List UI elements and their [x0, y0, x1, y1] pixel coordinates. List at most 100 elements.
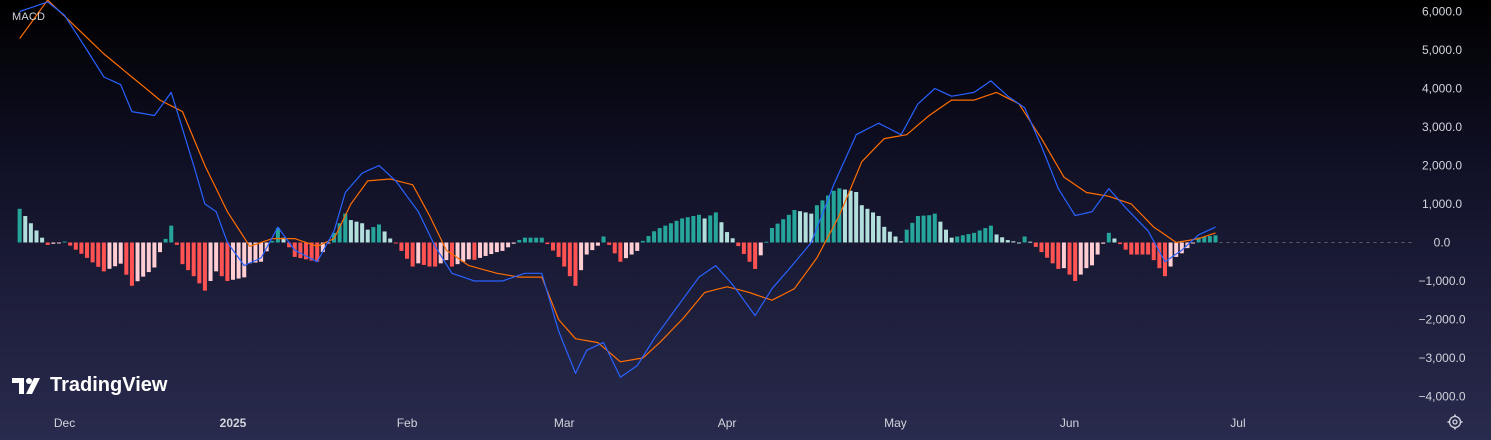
y-tick-label: 5,000.0 — [1422, 43, 1462, 57]
histogram-bar — [601, 236, 606, 243]
histogram-bar — [219, 242, 224, 277]
histogram-bar — [259, 242, 264, 262]
histogram-bar — [433, 242, 438, 267]
histogram-bar — [1022, 236, 1027, 243]
histogram-bar — [871, 212, 876, 243]
histogram-bar — [1078, 242, 1083, 275]
histogram-bar — [983, 228, 988, 243]
y-tick-label: −3,000.0 — [1418, 351, 1465, 365]
histogram-bar — [792, 210, 797, 243]
histogram-bar — [393, 242, 398, 244]
brand-name: TradingView — [50, 374, 168, 396]
histogram-bar — [242, 242, 247, 278]
y-tick-label: −1,000.0 — [1418, 274, 1465, 288]
histogram-bar — [977, 230, 982, 243]
histogram-bar — [831, 190, 836, 243]
histogram-bar — [741, 242, 746, 254]
histogram-bar — [489, 242, 494, 255]
histogram-bar — [595, 242, 600, 246]
histogram-bar — [1033, 242, 1038, 247]
histogram-bar — [921, 215, 926, 243]
histogram-bar — [500, 242, 505, 251]
histogram-bar — [972, 232, 977, 243]
histogram-bar — [247, 242, 252, 264]
histogram-bar — [1061, 242, 1066, 269]
histogram-bar — [1016, 242, 1022, 244]
x-tick-label: 2025 — [220, 416, 247, 430]
histogram-bar — [809, 213, 814, 243]
histogram-bar — [399, 242, 404, 251]
histogram-bar — [382, 231, 387, 243]
histogram-bar — [685, 217, 690, 243]
histogram-bar — [34, 230, 39, 243]
histogram-bar — [528, 237, 533, 243]
histogram-bar — [652, 231, 657, 243]
histogram-bar — [494, 242, 499, 253]
y-tick-label: −4,000.0 — [1418, 389, 1465, 403]
y-tick-label: 6,000.0 — [1422, 5, 1462, 19]
histogram-bar — [803, 212, 808, 243]
y-tick-label: 2,000.0 — [1422, 159, 1462, 173]
histogram-bar — [169, 225, 174, 243]
x-axis[interactable]: Dec 2025 Feb Mar Apr May Jun Jul — [54, 416, 1246, 430]
y-tick-label: 4,000.0 — [1422, 82, 1462, 96]
histogram-bar — [708, 215, 713, 243]
y-tick-label: 3,000.0 — [1422, 120, 1462, 134]
histogram-bar — [764, 241, 769, 243]
histogram-bar — [1106, 232, 1111, 243]
histogram-bar — [45, 242, 50, 245]
histogram-bar — [416, 242, 421, 264]
histogram-bar — [517, 240, 522, 243]
histogram-bar — [1157, 242, 1162, 269]
histogram-bar — [101, 242, 106, 272]
histogram-bar — [696, 214, 701, 243]
tradingview-logo[interactable]: TradingView — [12, 374, 167, 397]
histogram-bar — [573, 242, 578, 286]
histogram-bar — [1005, 240, 1010, 243]
histogram-bar — [410, 242, 415, 267]
histogram-bar — [562, 242, 567, 267]
histogram-bar — [438, 242, 443, 264]
y-axis[interactable]: 6,000.0 5,000.0 4,000.0 3,000.0 2,000.0 1,000… — [1418, 5, 1465, 404]
histogram-bar — [932, 213, 937, 243]
histogram-bar — [107, 242, 112, 269]
histogram-bar — [40, 237, 45, 243]
histogram-bar — [376, 224, 381, 243]
histogram-bar — [646, 236, 651, 243]
histogram-bar — [371, 227, 376, 243]
histogram-bar — [472, 242, 477, 260]
histogram-bar — [635, 242, 640, 251]
histogram-bar — [736, 242, 741, 247]
indicator-label[interactable]: MACD — [12, 11, 46, 23]
histogram-bar — [1101, 242, 1106, 244]
histogram-bar — [865, 208, 870, 243]
histogram-bar — [713, 212, 718, 243]
histogram-bar — [814, 205, 819, 243]
settings-gear-icon[interactable] — [1447, 414, 1463, 430]
histogram-bar — [859, 205, 864, 243]
histogram-bar — [663, 225, 668, 243]
histogram-bar — [253, 242, 258, 263]
histogram-bar — [1207, 236, 1212, 243]
histogram-bar — [270, 240, 275, 243]
histogram-bar — [1118, 242, 1123, 245]
histogram-bar — [320, 242, 325, 253]
histogram-bar — [539, 237, 544, 243]
histogram-bar — [556, 242, 561, 257]
histogram-bar — [1191, 242, 1196, 244]
histogram-bar — [1050, 242, 1055, 264]
histogram-bar — [405, 242, 410, 259]
histogram-bar — [1028, 241, 1033, 243]
histogram-bar — [23, 216, 28, 243]
histogram-bar — [955, 236, 960, 243]
histogram-bar — [1000, 237, 1005, 243]
histogram-bar — [1134, 242, 1139, 255]
histogram-bar — [298, 242, 303, 259]
histogram-bar — [96, 242, 101, 267]
histogram-bar — [28, 223, 33, 243]
histogram-bar — [607, 242, 612, 245]
histogram-bar — [230, 242, 236, 280]
histogram-bar — [612, 242, 617, 254]
